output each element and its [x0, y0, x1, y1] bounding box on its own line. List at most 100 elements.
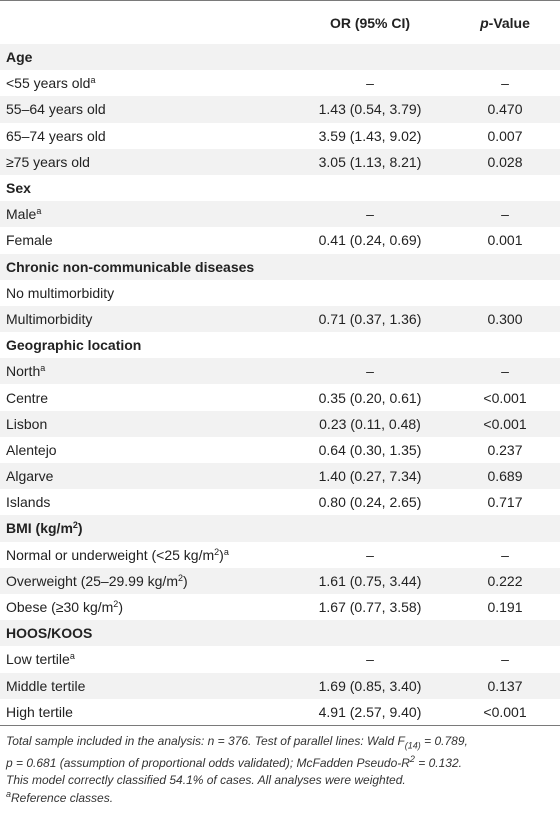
row-label-text: BMI (kg/m	[6, 520, 73, 537]
row-label: High tertile	[0, 698, 290, 725]
or-cell	[290, 332, 450, 359]
or-cell	[290, 515, 450, 542]
table-row: 65–74 years old 3.59 (1.43, 9.02) 0.007	[0, 122, 560, 149]
footnote-reference: aReference classes.	[6, 788, 554, 808]
or-cell: 0.23 (0.11, 0.48)	[290, 410, 450, 437]
row-label-text: Algarve	[6, 468, 54, 485]
row-label-text: Middle tertile	[6, 677, 86, 694]
row-label-text: No multimorbidity	[6, 284, 115, 301]
row-label-text: Sex	[6, 180, 31, 197]
row-label-suffix: )	[77, 520, 83, 537]
row-label-text: Islands	[6, 494, 51, 511]
odds-ratio-table: OR (95% CI) p-Value Age <55 years olda – –5…	[0, 1, 560, 725]
p-value-cell	[450, 279, 560, 306]
header-p-value: p-Value	[450, 1, 560, 44]
header-p-rest: -Value	[488, 14, 530, 31]
row-label-text: North	[6, 363, 41, 380]
p-value-cell	[450, 253, 560, 280]
row-label: Female	[0, 227, 290, 254]
group-header-row: HOOS/KOOS	[0, 620, 560, 647]
p-value-cell: –	[450, 201, 560, 228]
row-label: 65–74 years old	[0, 122, 290, 149]
row-label-text: HOOS/KOOS	[6, 625, 93, 642]
row-label: Malea	[0, 201, 290, 228]
top-rule	[0, 0, 560, 1]
p-value-cell	[450, 515, 560, 542]
row-label-text: Geographic location	[6, 337, 142, 354]
p-value-cell: 0.717	[450, 489, 560, 516]
row-label: Low tertilea	[0, 646, 290, 673]
p-value-cell	[450, 620, 560, 647]
p-value-cell: –	[450, 70, 560, 97]
footnote-line-2: p = 0.681 (assumption of proportional od…	[6, 753, 462, 770]
p-value-cell: 0.237	[450, 436, 560, 463]
header-label	[0, 1, 290, 44]
row-label-text: Normal or underweight (<25 kg/m	[6, 546, 215, 563]
table-row: Low tertilea – –	[0, 646, 560, 673]
table-footnote: Total sample included in the analysis: n…	[0, 726, 560, 807]
table-row: High tertile 4.91 (2.57, 9.40) <0.001	[0, 698, 560, 725]
row-label: Centre	[0, 384, 290, 411]
group-label: Geographic location	[0, 332, 290, 359]
or-cell	[290, 620, 450, 647]
table-row: Female 0.41 (0.24, 0.69) 0.001	[0, 227, 560, 254]
row-label-text: <55 years old	[6, 75, 91, 92]
p-value-cell: 0.001	[450, 227, 560, 254]
row-label-text: Multimorbidity	[6, 310, 93, 327]
or-cell: –	[290, 646, 450, 673]
group-header-row: Age	[0, 44, 560, 71]
row-label: Algarve	[0, 463, 290, 490]
row-label-text: Male	[6, 206, 37, 223]
table-row: ≥75 years old 3.05 (1.13, 8.21) 0.028	[0, 148, 560, 175]
table-row: Lisbon 0.23 (0.11, 0.48) <0.001	[0, 410, 560, 437]
p-value-cell: 0.470	[450, 96, 560, 123]
group-label: BMI (kg/m2)	[0, 515, 290, 542]
or-cell: 0.35 (0.20, 0.61)	[290, 384, 450, 411]
group-label: Chronic non-communicable diseases	[0, 253, 290, 280]
results-table-container: OR (95% CI) p-Value Age <55 years olda – –5…	[0, 0, 560, 807]
table-row: 55–64 years old 1.43 (0.54, 3.79) 0.470	[0, 96, 560, 123]
reference-marker: a	[69, 651, 75, 662]
footnote-ref-sup: a	[6, 788, 12, 799]
p-value-cell: –	[450, 646, 560, 673]
p-value-cell: –	[450, 358, 560, 385]
or-cell: –	[290, 201, 450, 228]
or-cell: 0.71 (0.37, 1.36)	[290, 305, 450, 333]
row-label: Obese (≥30 kg/m2)	[0, 593, 290, 621]
row-label-text: Obese (≥30 kg/m	[6, 599, 114, 616]
or-cell	[290, 44, 450, 71]
table-body: Age <55 years olda – –55–64 years old 1.43 (…	[0, 44, 560, 725]
row-label-text: Overweight (25–29.99 kg/m	[6, 572, 178, 589]
row-label: ≥75 years old	[0, 148, 290, 175]
p-value-cell	[450, 44, 560, 71]
or-cell: 0.80 (0.24, 2.65)	[290, 489, 450, 516]
or-cell: 1.69 (0.85, 3.40)	[290, 672, 450, 699]
or-cell	[290, 253, 450, 280]
table-row: Malea – –	[0, 201, 560, 228]
footnote-line-3: This model correctly classified 54.1% of…	[6, 773, 406, 788]
row-label: Northa	[0, 358, 290, 385]
row-label: No multimorbidity	[0, 279, 290, 306]
group-label: Sex	[0, 174, 290, 202]
row-label: Multimorbidity	[0, 305, 290, 333]
row-label-text: 65–74 years old	[6, 127, 106, 144]
or-cell: 1.43 (0.54, 3.79)	[290, 96, 450, 123]
p-value-cell: 0.028	[450, 148, 560, 175]
reference-marker: a	[36, 206, 42, 217]
or-cell: 1.67 (0.77, 3.58)	[290, 593, 450, 621]
table-row: Normal or underweight (<25 kg/m2)a – –	[0, 541, 560, 568]
or-cell: 3.59 (1.43, 9.02)	[290, 122, 450, 149]
table-row: No multimorbidity	[0, 279, 560, 306]
table-row: <55 years olda – –	[0, 70, 560, 97]
p-value-cell: <0.001	[450, 384, 560, 411]
p-value-cell: 0.300	[450, 305, 560, 333]
table-row: Algarve 1.40 (0.27, 7.34) 0.689	[0, 463, 560, 490]
table-row: Centre 0.35 (0.20, 0.61) <0.001	[0, 384, 560, 411]
row-label-text: Chronic non-communicable diseases	[6, 258, 255, 275]
table-row: Overweight (25–29.99 kg/m2) 1.61 (0.75, 3…	[0, 567, 560, 594]
p-value-cell: 0.689	[450, 463, 560, 490]
row-label-text: Low tertile	[6, 651, 70, 668]
group-header-row: Sex	[0, 174, 560, 202]
or-cell	[290, 279, 450, 306]
superscript-2: 2	[113, 599, 119, 610]
